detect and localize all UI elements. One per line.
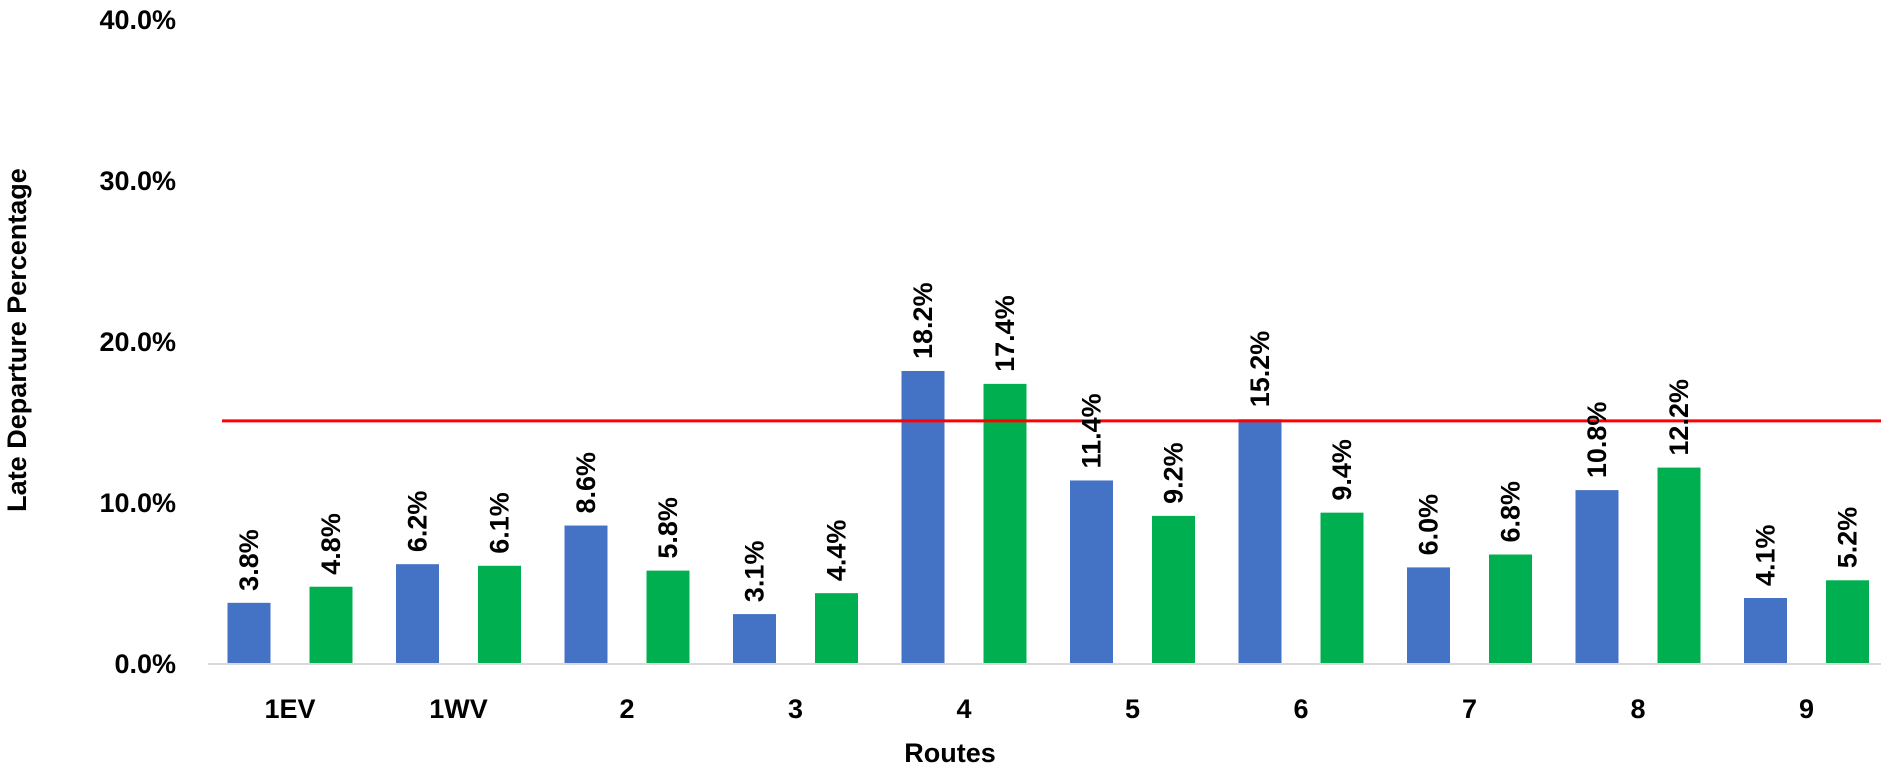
bar (396, 564, 439, 664)
data-label: 3.1% (740, 541, 770, 603)
data-label: 12.2% (1664, 379, 1694, 456)
data-label: 6.0% (1414, 494, 1444, 556)
y-tick-label: 30.0% (99, 166, 176, 196)
data-label: 6.2% (403, 491, 433, 553)
y-tick-label: 10.0% (99, 488, 176, 518)
data-label: 10.8% (1582, 402, 1612, 479)
data-label: 8.6% (571, 452, 601, 514)
bar (564, 525, 608, 664)
bars (227, 370, 1869, 664)
y-axis-ticks: 0.0% 10.0% 20.0% 30.0% 40.0% (99, 5, 176, 679)
data-label: 4.8% (316, 513, 346, 575)
data-label: 9.4% (1327, 439, 1357, 501)
bar (1152, 515, 1195, 664)
x-category-label: 9 (1799, 694, 1814, 724)
data-label: 4.4% (822, 520, 852, 582)
data-labels: 3.8% 6.2% 8.6% 3.1% 18.2% 11.4% 15.2% 6.0% 10.8%… (234, 282, 1863, 602)
bar (983, 383, 1027, 664)
data-label: 5.2% (1833, 507, 1863, 569)
bar (1826, 580, 1869, 664)
bar (1070, 480, 1113, 664)
x-axis-category-labels: 1EV 1WV 2 3 4 5 6 7 8 9 (264, 694, 1814, 724)
bar (815, 593, 858, 664)
x-category-label: 8 (1630, 694, 1645, 724)
data-label: 17.4% (990, 295, 1020, 372)
data-label: 11.4% (1077, 393, 1107, 468)
bar (901, 370, 945, 664)
bar (1320, 512, 1364, 664)
x-axis-title: Routes (904, 738, 996, 768)
bar (1657, 467, 1701, 664)
bar (1744, 597, 1787, 664)
data-label: 15.2% (1245, 331, 1275, 408)
x-category-label: 3 (788, 694, 803, 724)
x-category-label: 4 (956, 694, 971, 724)
bar (1407, 567, 1450, 664)
y-tick-label: 40.0% (99, 5, 176, 35)
bar (1238, 419, 1282, 664)
bar (478, 565, 521, 664)
x-category-label: 1WV (429, 694, 488, 724)
bar (733, 614, 776, 664)
bar (1489, 554, 1532, 664)
y-tick-label: 20.0% (99, 327, 176, 357)
x-category-label: 5 (1125, 694, 1140, 724)
y-tick-label: 0.0% (114, 649, 176, 679)
data-label: 3.8% (234, 529, 264, 591)
data-label: 6.1% (485, 492, 515, 554)
data-label: 6.8% (1496, 481, 1526, 543)
x-category-label: 6 (1293, 694, 1308, 724)
x-category-label: 7 (1462, 694, 1477, 724)
bar (1575, 490, 1619, 664)
data-label: 4.1% (1751, 524, 1781, 586)
x-category-label: 2 (619, 694, 634, 724)
data-label: 18.2% (908, 282, 938, 359)
data-label: 9.2% (1159, 442, 1189, 504)
bar (227, 602, 271, 664)
data-label: 5.8% (653, 497, 683, 559)
bar (309, 586, 353, 664)
x-category-label: 1EV (264, 694, 315, 724)
y-axis-title: Late Departure Percentage (2, 168, 32, 512)
bar (646, 570, 690, 664)
